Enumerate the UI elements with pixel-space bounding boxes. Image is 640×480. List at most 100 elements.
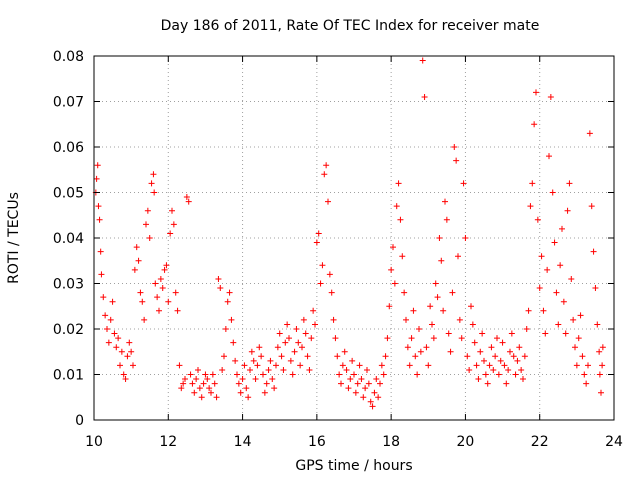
- data-point: [406, 362, 413, 369]
- data-point: [135, 257, 142, 264]
- data-point: [417, 348, 424, 355]
- data-point: [226, 289, 233, 296]
- data-point: [477, 348, 484, 355]
- data-point: [143, 221, 149, 228]
- data-point: [263, 380, 270, 387]
- data-point: [471, 339, 478, 346]
- data-point: [291, 348, 298, 355]
- data-point: [193, 376, 200, 383]
- data-point: [96, 216, 103, 223]
- data-point: [319, 262, 326, 269]
- data-point: [501, 362, 508, 369]
- data-point: [280, 366, 287, 373]
- data-point: [247, 366, 253, 373]
- data-point: [204, 376, 211, 383]
- data-point: [384, 335, 391, 342]
- data-point: [429, 321, 435, 328]
- data-point: [451, 144, 458, 150]
- data-point: [369, 403, 376, 410]
- data-point: [187, 371, 194, 378]
- data-point: [497, 357, 504, 364]
- data-point: [273, 362, 279, 369]
- data-point: [553, 289, 560, 296]
- data-point: [596, 371, 603, 378]
- data-point: [367, 398, 374, 405]
- data-point: [339, 362, 346, 369]
- data-point: [219, 366, 226, 373]
- data-point: [351, 371, 357, 378]
- data-point: [306, 366, 313, 373]
- data-point: [208, 389, 214, 396]
- data-point: [265, 366, 272, 373]
- data-point: [512, 371, 519, 378]
- data-point: [313, 239, 320, 246]
- data-point: [393, 203, 400, 210]
- data-point: [191, 389, 198, 396]
- data-point: [163, 262, 170, 269]
- data-point: [131, 266, 138, 273]
- x-axis-label: GPS time / hours: [295, 458, 413, 474]
- data-point: [475, 376, 482, 383]
- data-point: [261, 389, 268, 396]
- data-point: [531, 121, 538, 128]
- data-point: [360, 394, 367, 401]
- data-point: [473, 362, 480, 369]
- data-point: [458, 335, 465, 342]
- x-tick-label: 14: [234, 434, 252, 450]
- data-point: [267, 357, 274, 364]
- data-point: [297, 362, 304, 369]
- data-point: [469, 321, 476, 328]
- data-point: [421, 93, 428, 100]
- y-tick-label: 0: [75, 413, 84, 429]
- data-point: [100, 294, 107, 301]
- data-point: [243, 385, 250, 392]
- data-point: [492, 353, 499, 360]
- data-point: [105, 339, 112, 346]
- data-point: [371, 389, 378, 396]
- data-point: [518, 366, 525, 373]
- data-point: [449, 289, 456, 296]
- y-tick-label: 0.05: [53, 186, 84, 202]
- data-point: [425, 362, 432, 369]
- y-tick-label: 0.06: [53, 140, 84, 156]
- y-tick-label: 0.08: [53, 49, 84, 65]
- data-point: [577, 312, 584, 319]
- data-point: [137, 289, 144, 296]
- data-point: [282, 339, 289, 346]
- data-point: [202, 371, 209, 378]
- data-point: [404, 344, 411, 351]
- data-point: [436, 235, 443, 241]
- data-point: [217, 285, 224, 292]
- y-tick-label: 0.04: [53, 231, 84, 247]
- data-point: [356, 362, 363, 369]
- data-point: [579, 353, 586, 360]
- data-point: [430, 335, 437, 342]
- data-point: [486, 362, 493, 369]
- data-point: [338, 380, 344, 387]
- data-point: [354, 380, 361, 387]
- data-point: [146, 235, 153, 241]
- data-point: [237, 389, 244, 396]
- data-point: [152, 280, 159, 287]
- data-point: [269, 376, 276, 383]
- data-point: [144, 207, 151, 214]
- data-point: [592, 285, 599, 292]
- data-point: [252, 376, 259, 383]
- x-tick-label: 18: [382, 434, 400, 450]
- data-point: [510, 353, 517, 360]
- data-point: [198, 394, 205, 401]
- data-point: [362, 385, 369, 392]
- data-point: [378, 362, 385, 369]
- x-tick-label: 20: [457, 434, 475, 450]
- data-point: [544, 266, 551, 273]
- data-point: [523, 326, 530, 332]
- data-point: [128, 348, 135, 355]
- data-point: [507, 348, 513, 355]
- data-point: [345, 385, 352, 392]
- data-point: [102, 312, 109, 319]
- data-point: [254, 362, 261, 369]
- data-point: [557, 262, 564, 269]
- data-point: [286, 335, 292, 342]
- data-point: [386, 303, 393, 310]
- data-point: [343, 366, 350, 373]
